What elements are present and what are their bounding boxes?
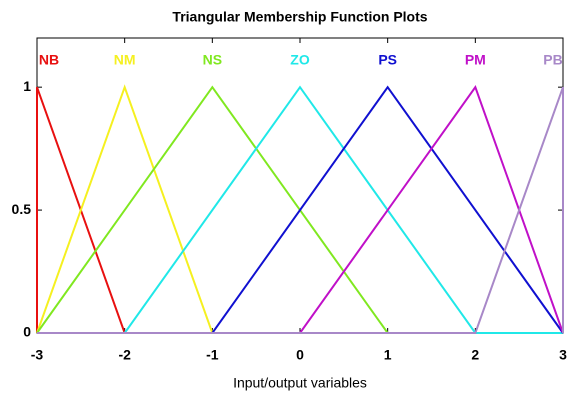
series-label: NS bbox=[203, 52, 222, 68]
series-label: NM bbox=[114, 52, 136, 68]
series-label: PB bbox=[543, 52, 562, 68]
x-tick-label: -1 bbox=[206, 347, 219, 363]
y-tick-label: 0.5 bbox=[12, 201, 32, 217]
plot-area bbox=[36, 37, 564, 334]
x-tick-label: 1 bbox=[384, 347, 392, 363]
series-line bbox=[37, 86, 564, 334]
x-axis-label: Input/output variables bbox=[233, 375, 367, 391]
series-label: PM bbox=[465, 52, 486, 68]
x-tick-label: 2 bbox=[471, 347, 479, 363]
y-tick-label: 1 bbox=[23, 78, 31, 94]
series-label: NB bbox=[39, 52, 59, 68]
x-tick-label: 3 bbox=[559, 347, 567, 363]
x-tick-label: -2 bbox=[118, 347, 131, 363]
x-tick-label: 0 bbox=[296, 347, 304, 363]
series-label: ZO bbox=[290, 52, 310, 68]
x-tick-label: -3 bbox=[31, 347, 44, 363]
chart-title: Triangular Membership Function Plots bbox=[172, 9, 427, 25]
y-tick-label: 0 bbox=[23, 324, 31, 340]
series-label: PS bbox=[378, 52, 397, 68]
